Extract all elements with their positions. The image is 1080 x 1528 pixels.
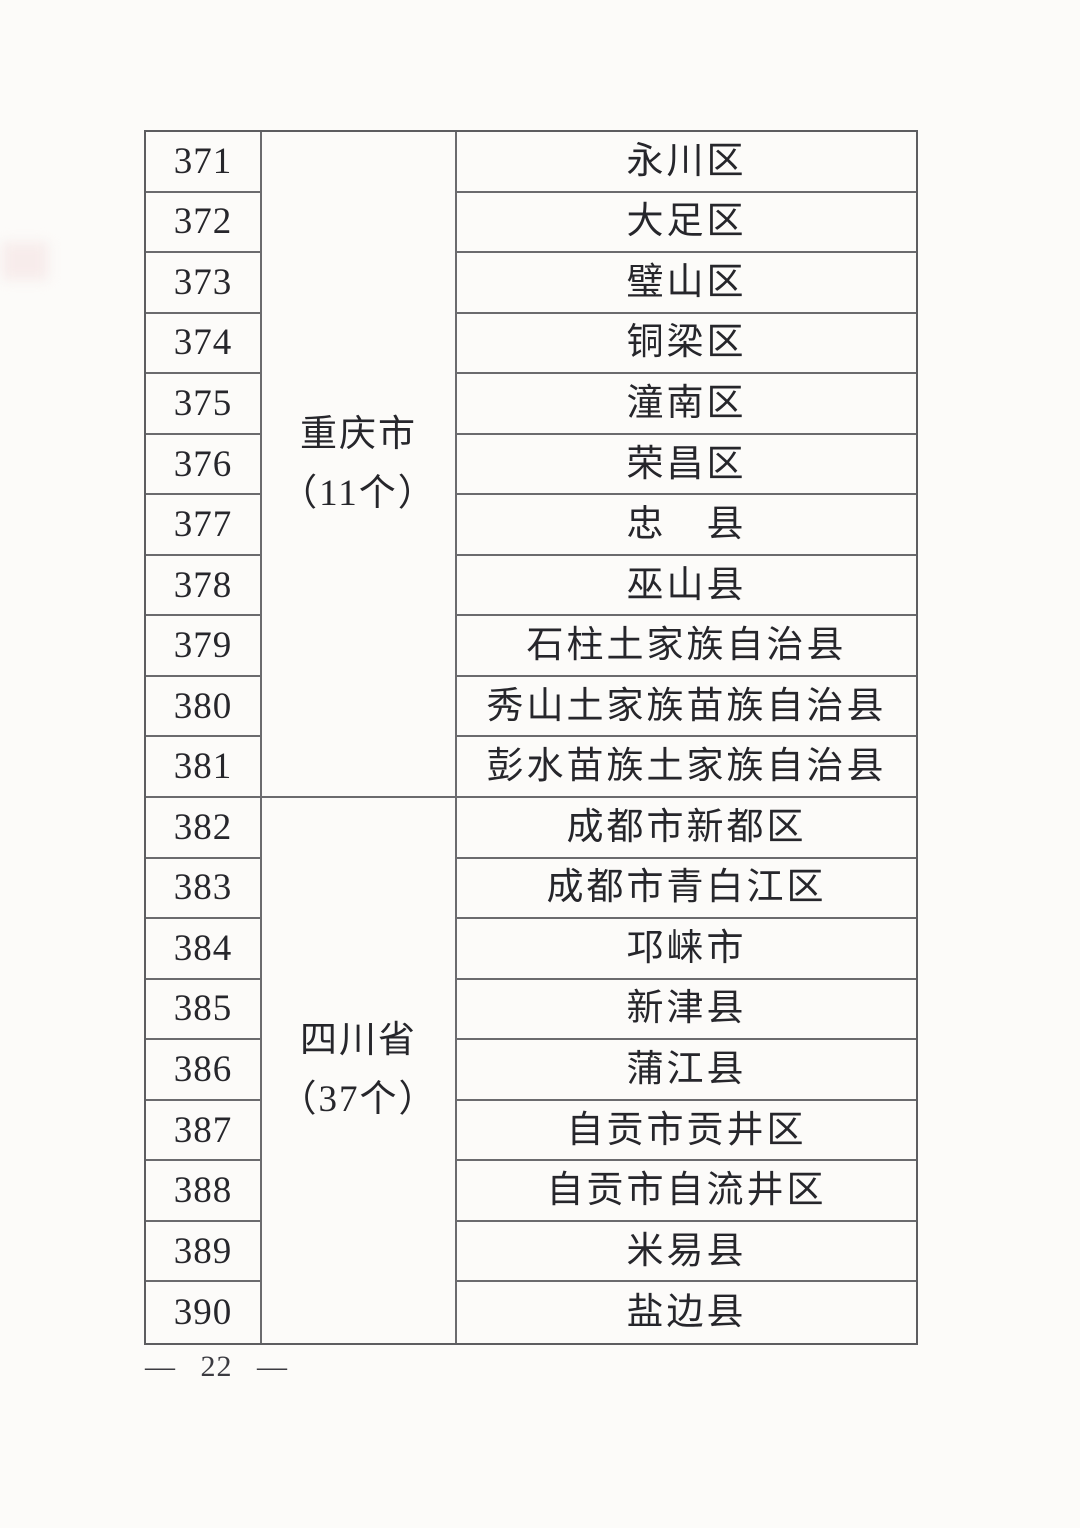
district-name-cell: 邛崃市 (457, 919, 916, 980)
district-name-cell: 永川区 (457, 132, 916, 193)
district-name-cell: 蒲江县 (457, 1040, 916, 1101)
row-number-cell: 390 (146, 1282, 262, 1343)
row-number-cell: 384 (146, 919, 262, 980)
row-number-cell: 371 (146, 132, 262, 193)
district-name-cell: 璧山区 (457, 253, 916, 314)
row-number-cell: 374 (146, 313, 262, 375)
district-name-cell: 潼南区 (457, 374, 916, 435)
row-number-cell: 379 (146, 616, 262, 677)
district-name-cell: 石柱土家族自治县 (457, 616, 916, 677)
row-number-cell: 385 (146, 979, 262, 1041)
district-name-cell: 秀山土家族苗族自治县 (457, 677, 916, 738)
page-number-footer: — 22 — (145, 1350, 288, 1383)
region-list-table: 371 重庆市 （11个） 永川区 372 大足区 373 璧山区 374 铜梁区 375 潼南区 37… (144, 130, 918, 1345)
district-name-cell: 米易县 (457, 1222, 916, 1283)
row-number-cell: 383 (146, 858, 262, 920)
province-name: 重庆市 (300, 414, 417, 455)
district-name-cell: 荣昌区 (457, 435, 916, 496)
district-name-cell: 新津县 (457, 980, 916, 1041)
scan-artifact (2, 242, 48, 280)
row-number-cell: 373 (146, 253, 262, 314)
province-name: 四川省 (300, 1020, 417, 1062)
row-number-cell: 381 (146, 737, 262, 799)
district-name-cell: 巫山县 (457, 556, 916, 617)
district-name-cell: 盐边县 (626, 1292, 747, 1334)
province-count-label: （37个） (279, 1079, 438, 1121)
district-name-cell: 忠 县 (457, 495, 916, 556)
row-number-cell: 382 (146, 798, 262, 859)
row-number-cell: 375 (146, 374, 262, 435)
row-number-cell: 386 (146, 1040, 262, 1101)
row-number-cell: 372 (146, 192, 262, 254)
district-name-cell: 自贡市贡井区 (457, 1101, 916, 1162)
province-group-cell: 重庆市 （11个） (262, 132, 457, 799)
district-name-cell: 成都市新都区 (457, 798, 916, 859)
row-number-cell: 377 (146, 495, 262, 556)
row-number-cell: 378 (146, 555, 262, 617)
district-name-cell: 自贡市自流井区 (457, 1161, 916, 1222)
district-name-cell: 铜梁区 (457, 314, 916, 375)
row-number-cell: 389 (146, 1221, 262, 1283)
row-number-cell: 388 (146, 1161, 262, 1222)
district-name-cell: 大足区 (457, 193, 916, 254)
row-number-cell: 380 (146, 676, 262, 738)
row-number-cell: 387 (146, 1100, 262, 1162)
district-name-cell: 彭水苗族土家族自治县 (457, 737, 916, 799)
province-group-cell: 四川省 （37个） (262, 798, 457, 1343)
district-name-cell: 成都市青白江区 (457, 859, 916, 920)
row-number-cell: 376 (146, 434, 262, 496)
province-count-label: （11个） (280, 473, 437, 514)
